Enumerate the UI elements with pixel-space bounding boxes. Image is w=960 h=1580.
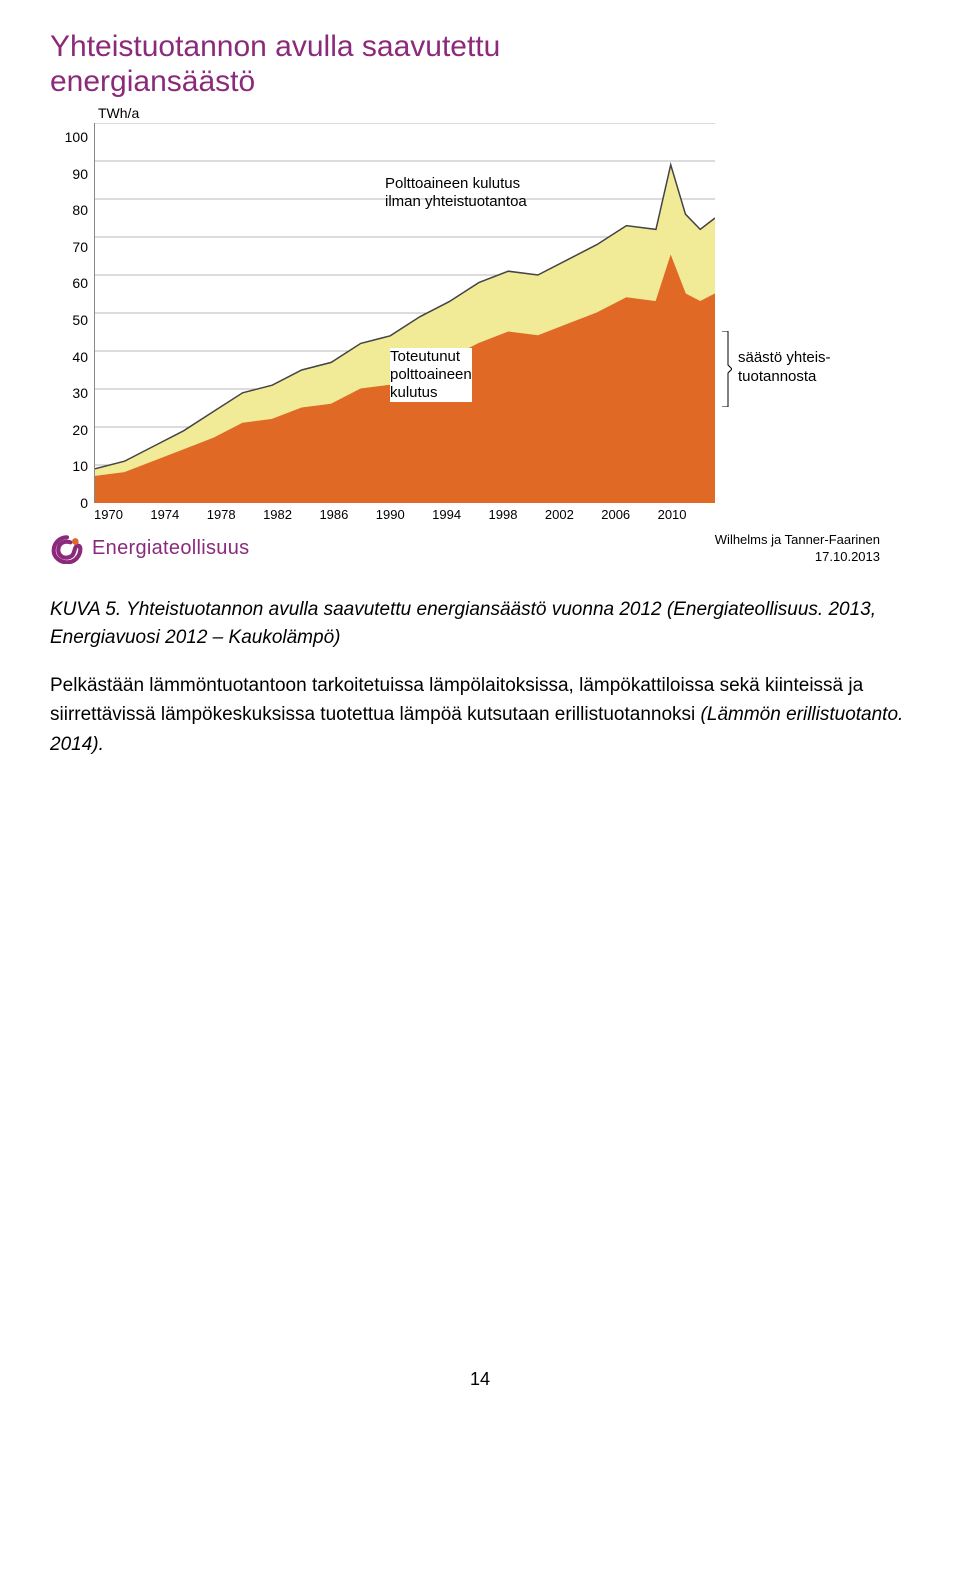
y-tick: 10 <box>72 459 88 473</box>
y-tick: 50 <box>72 313 88 327</box>
side-bracket-label: säästö yhteis- tuotannosta <box>724 349 831 387</box>
plot-area: Polttoaineen kulutus ilman yhteistuotant… <box>94 123 714 503</box>
chart-title: Yhteistuotannon avulla saavutettu energi… <box>50 30 910 99</box>
y-tick: 100 <box>65 130 88 144</box>
x-tick: 2010 <box>658 507 714 522</box>
area-chart-svg <box>95 123 715 503</box>
y-tick: 40 <box>72 350 88 364</box>
x-tick: 1982 <box>263 507 319 522</box>
y-axis-unit: TWh/a <box>98 105 910 121</box>
x-tick: 1974 <box>150 507 206 522</box>
y-tick: 20 <box>72 423 88 437</box>
x-tick: 1970 <box>94 507 150 522</box>
y-axis-ticks: 1009080706050403020100 <box>50 123 94 503</box>
logo: Energiateollisuus <box>50 534 249 564</box>
x-tick: 1998 <box>489 507 545 522</box>
y-tick: 0 <box>80 496 88 510</box>
chart-container: 1009080706050403020100 Polttoaineen kulu… <box>50 123 910 522</box>
logo-icon <box>50 534 84 564</box>
bracket-icon <box>722 331 732 407</box>
y-tick: 90 <box>72 167 88 181</box>
credit-text: Wilhelms ja Tanner-Faarinen 17.10.2013 <box>715 532 880 566</box>
page-number: 14 <box>50 1369 910 1390</box>
logo-text: Energiateollisuus <box>92 537 249 560</box>
x-tick: 1986 <box>319 507 375 522</box>
x-tick: 2002 <box>545 507 601 522</box>
x-tick: 1978 <box>207 507 263 522</box>
x-tick: 1994 <box>432 507 488 522</box>
y-tick: 60 <box>72 276 88 290</box>
chart-footer: Energiateollisuus Wilhelms ja Tanner-Faa… <box>50 532 870 566</box>
x-tick: 2006 <box>601 507 657 522</box>
figure-caption: KUVA 5. Yhteistuotannon avulla saavutett… <box>50 596 910 653</box>
y-tick: 80 <box>72 203 88 217</box>
body-paragraph: Pelkästään lämmöntuotantoon tarkoitetuis… <box>50 671 910 759</box>
x-tick: 1990 <box>376 507 432 522</box>
x-axis-ticks: 1970197419781982198619901994199820022006… <box>94 507 714 522</box>
y-tick: 70 <box>72 240 88 254</box>
y-tick: 30 <box>72 386 88 400</box>
